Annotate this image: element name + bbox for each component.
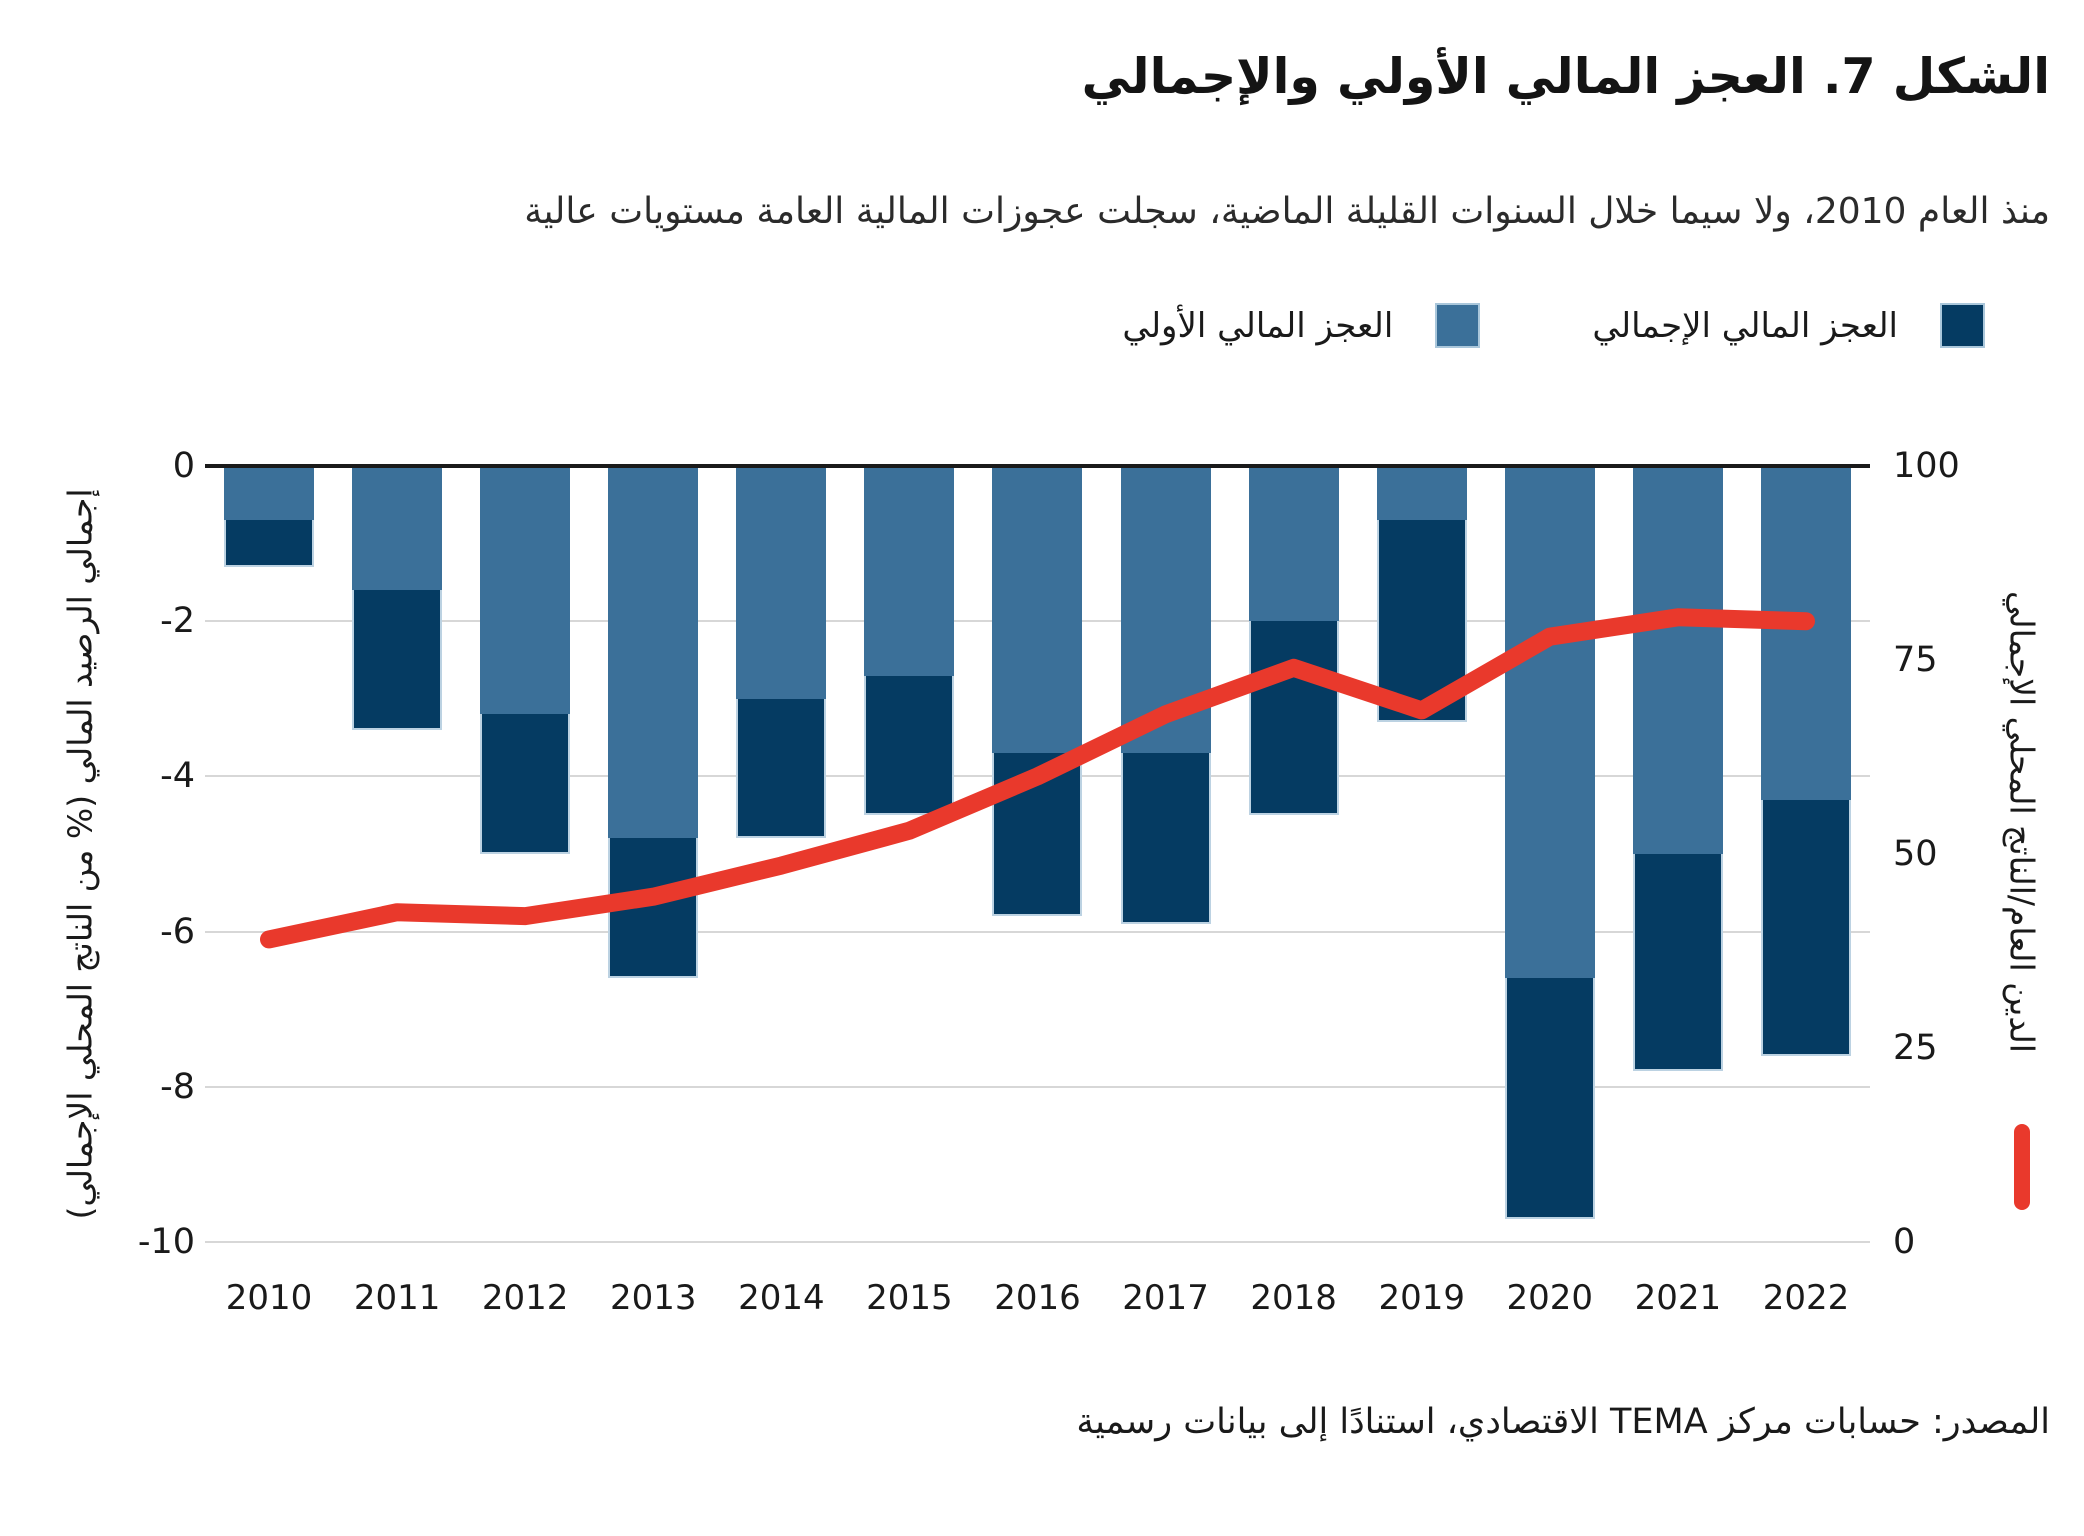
debt-line-legend-swatch	[2014, 1124, 2030, 1210]
bar-primary-deficit-2010	[224, 466, 315, 521]
legend-item-primary: العجز المالي الأولي	[1122, 303, 1481, 348]
bar-primary-deficit-2013	[608, 466, 699, 839]
gridline	[205, 930, 1870, 933]
bar-overall-deficit-2020	[1504, 978, 1595, 1219]
bar-overall-deficit-2011	[352, 590, 443, 730]
legend-label-overall: العجز المالي الإجمالي	[1592, 305, 1898, 346]
left-axis-ticks: 0 -2 -4 -6 -8 -10	[85, 446, 195, 1262]
x-axis-label-2019: 2019	[1378, 1278, 1465, 1318]
right-tick-50: 50	[1893, 834, 1938, 874]
x-axis-label-2013: 2013	[609, 1278, 697, 1318]
bar-overall-deficit-2013	[608, 838, 699, 979]
bar-overall-deficit-2012	[480, 714, 571, 854]
bar-primary-deficit-2015	[864, 466, 955, 676]
debt-line-chart	[260, 608, 1815, 949]
bar-group-2018: 2018	[1230, 466, 1358, 1318]
debt-to-gdp-line	[260, 608, 1815, 949]
x-axis-label-2017: 2017	[1122, 1278, 1209, 1318]
bar-primary-deficit-2020	[1504, 466, 1595, 979]
bar-overall-deficit-2014	[736, 698, 827, 839]
x-axis-label-2021: 2021	[1634, 1278, 1722, 1318]
bar-group-2014: 2014	[717, 466, 845, 1318]
bar-group-2012: 2012	[461, 466, 589, 1318]
bar-group-2011: 2011	[333, 466, 461, 1318]
left-tick--8: -8	[160, 1066, 195, 1107]
right-tick-100: 100	[1893, 446, 1960, 486]
legend-item-overall: العجز المالي الإجمالي	[1592, 303, 1985, 348]
bar-overall-deficit-2015	[864, 675, 955, 816]
left-axis-title: إجمالي الرصيد المالي (% من الناتج المحلي…	[60, 488, 100, 1220]
right-axis-title: الدين العام/الناتج المحلي الإجمالي	[2002, 591, 2042, 1053]
bar-primary-deficit-2011	[352, 466, 443, 591]
x-axis-label-2018: 2018	[1250, 1278, 1337, 1318]
x-axis-label-2010: 2010	[225, 1278, 313, 1318]
bar-primary-deficit-2022	[1760, 466, 1851, 800]
bar-primary-deficit-2014	[736, 466, 827, 699]
x-axis-label-2022: 2022	[1762, 1278, 1850, 1318]
left-tick-0: 0	[172, 446, 195, 486]
bar-overall-deficit-2021	[1632, 854, 1723, 1072]
bar-group-2020: 2020	[1486, 466, 1614, 1318]
bar-primary-deficit-2021	[1632, 466, 1723, 854]
left-tick--2: -2	[160, 601, 195, 642]
bar-overall-deficit-2018	[1248, 621, 1339, 816]
gridline	[205, 1241, 1870, 1243]
plot-area: 2010 2011 2012 2013 2014 2015 2016 2017 2018 2019…	[205, 464, 1870, 1318]
bar-group-2010: 2010	[205, 466, 333, 1318]
source-note: المصدر: حسابات مركز TEMA الاقتصادي، استن…	[1076, 1402, 2050, 1442]
figure-title: الشكل 7. العجز المالي الأولي والإجمالي	[1081, 48, 2050, 105]
bar-primary-deficit-2012	[480, 466, 571, 715]
bar-primary-deficit-2016	[992, 466, 1083, 754]
zero-axis-line	[205, 464, 1870, 468]
left-tick--6: -6	[160, 911, 195, 952]
gridline	[205, 1085, 1870, 1088]
x-axis-label-2016: 2016	[994, 1278, 1081, 1318]
bar-group-2015: 2015	[845, 466, 973, 1318]
right-axis-ticks: 100 75 50 25 0	[1893, 446, 2013, 1262]
x-axis-label-2014: 2014	[738, 1278, 825, 1318]
bar-group-2013: 2013	[589, 466, 717, 1318]
left-tick--4: -4	[160, 756, 195, 797]
x-axis-label-2020: 2020	[1506, 1278, 1594, 1318]
left-tick--10: -10	[137, 1222, 195, 1262]
x-axis-label-2015: 2015	[866, 1278, 953, 1318]
figure-subtitle: منذ العام 2010، ولا سيما خلال السنوات ال…	[524, 191, 2050, 232]
bar-group-2021: 2021	[1614, 466, 1742, 1318]
right-tick-75: 75	[1893, 640, 1938, 680]
bar-primary-deficit-2018	[1248, 466, 1339, 622]
bar-overall-deficit-2022	[1760, 799, 1851, 1056]
bar-group-2022: 2022	[1742, 466, 1870, 1318]
legend-swatch-overall	[1940, 303, 1985, 348]
bar-overall-deficit-2017	[1120, 753, 1211, 924]
legend-swatch-primary	[1435, 303, 1481, 348]
legend: العجز المالي الإجمالي العجز المالي الأولي	[1122, 303, 1985, 348]
x-axis-label-2012: 2012	[481, 1278, 569, 1318]
bar-overall-deficit-2010	[224, 520, 315, 567]
legend-label-primary: العجز المالي الأولي	[1122, 305, 1394, 346]
right-tick-25: 25	[1893, 1028, 1938, 1068]
right-tick-0: 0	[1893, 1222, 1916, 1262]
bar-primary-deficit-2019	[1376, 466, 1467, 521]
x-axis-label-2011: 2011	[353, 1278, 441, 1318]
